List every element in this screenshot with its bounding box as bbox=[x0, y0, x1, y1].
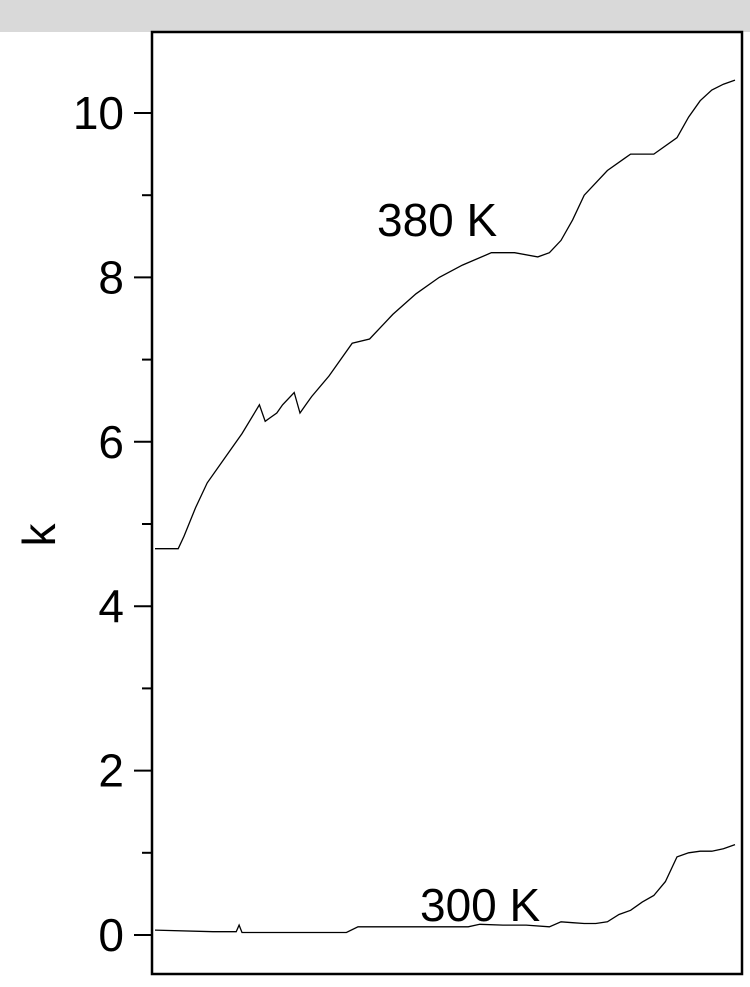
y-axis-label: k bbox=[13, 523, 65, 547]
y-tick-label: 0 bbox=[98, 909, 124, 961]
series-line-300k bbox=[154, 843, 736, 934]
y-axis-ticks: 0 2 4 6 8 10 bbox=[73, 87, 152, 961]
window-title-bar bbox=[0, 0, 750, 32]
y-tick-label: 4 bbox=[98, 580, 124, 632]
series-line-380k bbox=[155, 79, 736, 550]
y-tick-label: 10 bbox=[73, 87, 124, 139]
plot-frame bbox=[150, 30, 744, 976]
y-tick-label: 8 bbox=[98, 251, 124, 303]
y-tick-label: 6 bbox=[98, 416, 124, 468]
y-tick-label: 2 bbox=[98, 745, 124, 797]
series-label-380k: 380 K bbox=[377, 194, 498, 246]
series-label-300k: 300 K bbox=[420, 879, 541, 931]
chart-series bbox=[154, 79, 736, 934]
